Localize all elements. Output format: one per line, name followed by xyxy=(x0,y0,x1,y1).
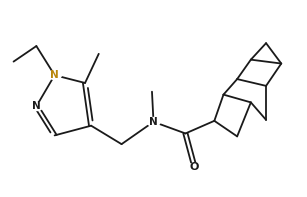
Text: N: N xyxy=(149,117,158,127)
Text: N: N xyxy=(50,70,59,80)
Circle shape xyxy=(188,163,201,172)
Text: N: N xyxy=(32,101,41,111)
Circle shape xyxy=(147,118,160,126)
Text: O: O xyxy=(190,163,199,172)
Circle shape xyxy=(30,102,43,111)
Circle shape xyxy=(48,71,61,79)
